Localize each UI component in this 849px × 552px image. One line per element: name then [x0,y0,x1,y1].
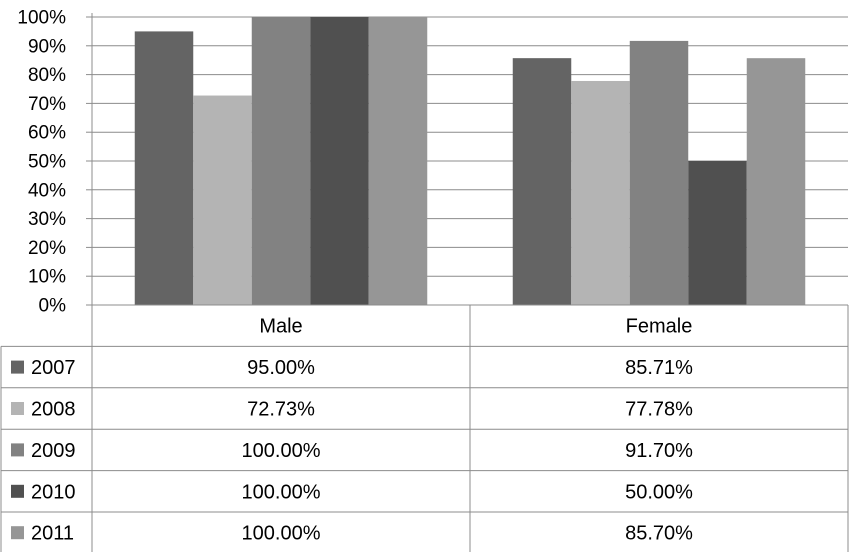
bar-2007-male [134,31,194,306]
data-label-2008-female: 77.78% [625,399,693,421]
bar-2011-male [368,17,428,305]
y-tick-label: 100% [17,8,66,29]
data-label-2010-female: 50.00% [625,481,693,503]
data-label-2011-female: 85.70% [625,523,693,545]
category-label-female: Female [626,316,693,338]
y-tick-label: 90% [28,36,66,57]
y-tick-label: 20% [28,238,66,259]
data-label-2009-male: 100.00% [242,440,321,462]
bar-2009-female [629,40,689,306]
legend-swatch-2011 [11,526,24,540]
legend-label-2007: 2007 [31,357,76,379]
data-table: Male Female 2007 95.00% 85.71% 2008 72.73% 77.7… [0,304,849,552]
legend-swatch-2008 [11,402,24,415]
bar-2008-female [571,80,630,306]
legend-label-2011: 2011 [31,523,74,545]
bar-2008-male [193,95,252,305]
legend-label-2009: 2009 [31,440,76,462]
data-label-2008-male: 72.73% [247,399,315,421]
data-label-2009-female: 91.70% [625,440,693,462]
y-axis: 0% 10% 20% 30% 40% 50% 60% 70% 80% 90% 100% [17,8,93,317]
y-tick-label: 60% [28,123,66,144]
bar-2010-female [688,161,747,305]
legend-swatch-2007 [11,360,24,374]
data-label-2011-male: 100.00% [242,523,321,545]
bar-2007-female [512,58,572,306]
y-tick-label: 80% [28,65,66,86]
data-label-2007-male: 95.00% [247,357,315,379]
data-label-2007-female: 85.71% [625,357,693,379]
bar-2009-male [251,17,311,305]
legend-swatch-2010 [11,484,24,498]
y-tick-label: 70% [28,94,66,115]
bar-2010-male [310,17,369,305]
y-tick-label: 10% [28,267,66,288]
y-tick-label: 30% [28,209,66,230]
data-label-2010-male: 100.00% [242,481,321,503]
category-label-male: Male [259,316,302,338]
y-tick-label: 50% [28,152,66,173]
y-tick-label: 40% [28,180,66,201]
bars [134,17,806,306]
legend-swatch-2009 [11,443,24,457]
bar-2011-female [746,58,806,306]
legend-label-2008: 2008 [31,399,76,421]
legend-label-2010: 2010 [31,481,76,503]
y-tick-label: 0% [39,296,67,317]
